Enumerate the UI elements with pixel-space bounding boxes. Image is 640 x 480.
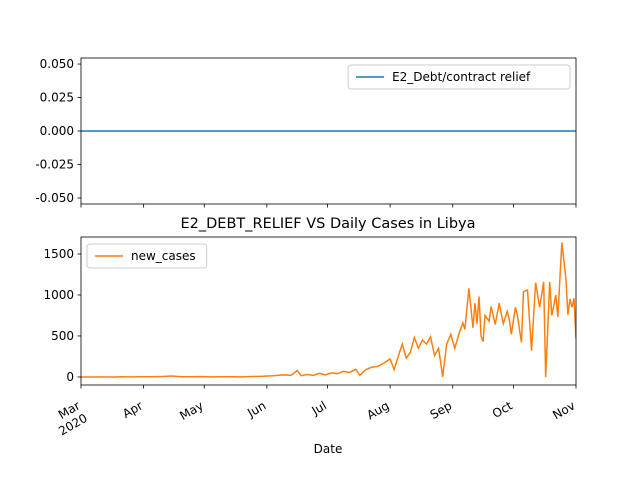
y-tick-label: 0.000: [40, 124, 74, 138]
chart-title: E2_DEBT_RELIEF VS Daily Cases in Libya: [180, 216, 475, 232]
plot-frame: [80, 57, 577, 205]
y-tick-label: 500: [51, 329, 74, 343]
legend-box: [86, 243, 208, 269]
y-tick-label: -0.050: [35, 191, 74, 205]
plot-frame: [80, 236, 577, 386]
legend-box: [347, 64, 571, 90]
legend-label: E2_Debt/contract relief: [392, 70, 531, 84]
y-tick-label: -0.025: [35, 157, 74, 171]
y-tick-label: 1000: [43, 288, 74, 302]
legend-label: new_cases: [131, 249, 196, 263]
series-line: [81, 242, 576, 378]
x-axis-label: Date: [314, 442, 343, 456]
y-tick-label: 0: [66, 370, 74, 384]
y-tick-label: 1500: [43, 247, 74, 261]
y-tick-label: 0.050: [40, 57, 74, 71]
x-tick-label: Jul: [309, 398, 329, 418]
y-tick-label: 0.025: [40, 91, 74, 105]
